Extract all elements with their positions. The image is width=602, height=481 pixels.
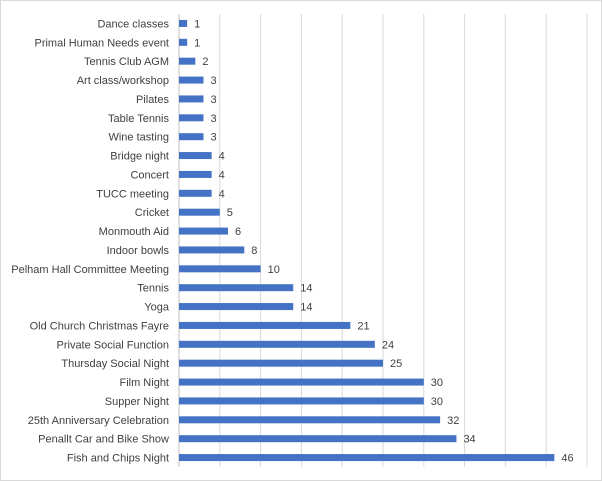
category-label: 25th Anniversary Celebration: [28, 415, 169, 427]
data-label: 3: [210, 132, 216, 144]
bar: [179, 189, 212, 197]
data-label: 1: [194, 37, 200, 49]
data-label: 5: [227, 207, 233, 219]
category-label: Dance classes: [97, 18, 169, 30]
bar: [179, 76, 204, 84]
category-label: Tennis Club AGM: [84, 56, 169, 68]
category-label: Yoga: [144, 302, 170, 314]
data-label: 14: [300, 302, 312, 314]
category-label: Art class/workshop: [77, 75, 169, 87]
category-label: Pilates: [136, 94, 170, 106]
data-label: 21: [357, 320, 369, 332]
bar: [179, 359, 383, 367]
data-label: 30: [431, 396, 443, 408]
data-label: 30: [431, 377, 443, 389]
category-label: Cricket: [135, 207, 169, 219]
category-label: Fish and Chips Night: [67, 453, 169, 465]
data-label: 32: [447, 415, 459, 427]
bar: [179, 19, 188, 27]
category-label: Concert: [130, 169, 169, 181]
data-label: 4: [219, 151, 225, 163]
category-labels: Dance classes Primal Human Needs event Ten…: [11, 18, 170, 464]
bar: [179, 133, 204, 141]
bar: [179, 416, 441, 424]
bars: [179, 19, 555, 462]
category-label: TUCC meeting: [96, 188, 169, 200]
bar: [179, 114, 204, 122]
data-label: 3: [210, 75, 216, 87]
bar: [179, 303, 294, 311]
data-label: 46: [561, 453, 573, 465]
category-label: Primal Human Needs event: [34, 37, 169, 49]
category-label: Private Social Function: [57, 339, 170, 351]
category-label: Supper Night: [105, 396, 169, 408]
category-label: Penallt Car and Bike Show: [38, 434, 169, 446]
data-label: 25: [390, 358, 402, 370]
data-label: 6: [235, 226, 241, 238]
data-label: 34: [463, 434, 475, 446]
bar: [179, 170, 212, 178]
gridlines: [178, 14, 588, 467]
bar: [179, 378, 424, 386]
category-label: Bridge night: [110, 151, 169, 163]
data-label: 24: [382, 339, 394, 351]
data-label: 14: [300, 283, 312, 295]
category-label: Monmouth Aid: [99, 226, 169, 238]
data-label: 4: [219, 169, 225, 181]
category-label: Old Church Christmas Fayre: [30, 320, 169, 332]
data-label: 2: [202, 56, 208, 68]
bar: [179, 265, 261, 273]
category-label: Indoor bowls: [107, 245, 170, 257]
bar: [179, 95, 204, 103]
category-label: Table Tennis: [108, 113, 169, 125]
bar: [179, 454, 555, 462]
bar: [179, 208, 220, 216]
bar: [179, 397, 424, 405]
category-label: Thursday Social Night: [61, 358, 169, 370]
bar: [179, 57, 196, 65]
bar: [179, 321, 351, 329]
category-label: Tennis: [137, 283, 169, 295]
data-label: 3: [210, 113, 216, 125]
bar: [179, 152, 212, 160]
bar: [179, 38, 188, 46]
data-label: 10: [268, 264, 280, 276]
data-label: 4: [219, 188, 225, 200]
category-label: Wine tasting: [108, 132, 169, 144]
bar: [179, 227, 228, 235]
data-label: 8: [251, 245, 257, 257]
category-label: Film Night: [119, 377, 169, 389]
bar: [179, 435, 457, 443]
bar: [179, 340, 375, 348]
data-label: 3: [210, 94, 216, 106]
category-label: Pelham Hall Committee Meeting: [11, 264, 169, 276]
data-label: 1: [194, 18, 200, 30]
bar: [179, 284, 294, 292]
bar: [179, 246, 245, 254]
